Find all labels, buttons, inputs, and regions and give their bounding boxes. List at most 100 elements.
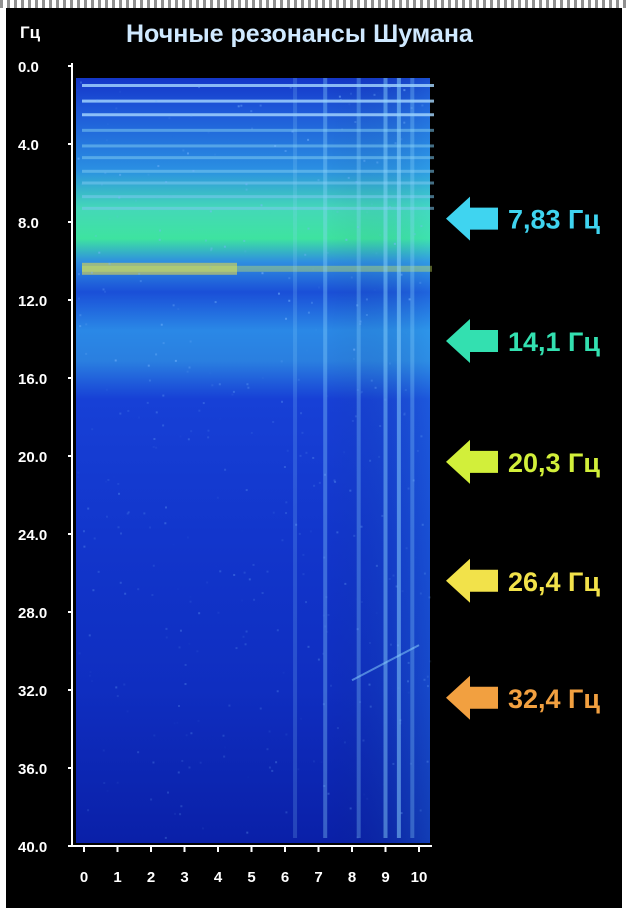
speckle-dot bbox=[317, 179, 320, 182]
speckle-dot bbox=[276, 690, 279, 693]
speckle-dot bbox=[116, 781, 119, 784]
spectrogram-chart: Гц Ночные резонансы Шумана 0.0 4.0 8.0 12.0… bbox=[18, 20, 600, 886]
speckle-dot bbox=[282, 671, 285, 674]
speckle-dot bbox=[357, 226, 360, 229]
speckle-dot bbox=[280, 360, 283, 363]
speckle-dot bbox=[404, 389, 407, 392]
speckle-dot bbox=[392, 574, 395, 577]
speckle-dot bbox=[322, 703, 325, 706]
speckle-dot bbox=[79, 325, 82, 328]
speckle-dot bbox=[419, 809, 422, 812]
speckle-dot bbox=[177, 588, 179, 590]
speckle-dot bbox=[302, 573, 305, 576]
speckle-dot bbox=[356, 388, 359, 391]
speckle-dot bbox=[210, 247, 213, 250]
speckle-dot bbox=[336, 531, 339, 534]
speckle-dot bbox=[78, 652, 81, 655]
speckle-dot bbox=[137, 751, 140, 754]
resonance-label: 20,3 Гц bbox=[508, 448, 600, 478]
speckle-dot bbox=[107, 478, 110, 481]
speckle-dot bbox=[333, 479, 336, 482]
speckle-dot bbox=[365, 313, 368, 316]
speckle-dot bbox=[206, 581, 209, 584]
speckle-dot bbox=[307, 138, 310, 141]
speckle-dot bbox=[152, 761, 155, 764]
y-tick-label: 24.0 bbox=[18, 527, 47, 544]
speckle-dot bbox=[259, 707, 262, 710]
speckle-dot bbox=[245, 489, 248, 492]
speckle-dot bbox=[89, 671, 92, 674]
y-tick-label: 28.0 bbox=[18, 605, 47, 622]
speckle-dot bbox=[393, 242, 396, 245]
speckle-dot bbox=[300, 412, 303, 415]
speckle-dot bbox=[152, 564, 155, 567]
speckle-dot bbox=[317, 268, 320, 271]
speckle-dot bbox=[87, 809, 90, 812]
speckle-dot bbox=[419, 592, 422, 595]
speckle-dot bbox=[119, 90, 122, 93]
speckle-dot bbox=[242, 635, 245, 638]
speckle-dot bbox=[164, 522, 167, 525]
speckle-dot bbox=[423, 678, 426, 681]
speckle-dot bbox=[179, 813, 182, 816]
speckle-dot bbox=[217, 611, 220, 614]
speckle-dot bbox=[352, 357, 355, 360]
chart-title: Ночные резонансы Шумана bbox=[126, 20, 474, 48]
speckle-dot bbox=[392, 762, 395, 765]
speckle-dot bbox=[326, 395, 329, 398]
speckle-dot bbox=[336, 727, 339, 730]
speckle-dot bbox=[197, 719, 200, 722]
harmonic-line bbox=[82, 169, 434, 173]
speckle-dot bbox=[359, 323, 362, 326]
resonance-label: 14,1 Гц bbox=[508, 327, 600, 357]
speckle-dot bbox=[217, 622, 219, 624]
speckle-dot bbox=[403, 121, 406, 124]
speckle-dot bbox=[159, 229, 162, 232]
speckle-dot bbox=[298, 532, 301, 535]
speckle-dot bbox=[196, 650, 199, 653]
speckle-dot bbox=[395, 585, 398, 588]
speckle-dot bbox=[360, 525, 363, 528]
speckle-dot bbox=[77, 157, 80, 160]
speckle-dot bbox=[382, 784, 384, 786]
harmonic-line bbox=[82, 181, 434, 185]
speckle-dot bbox=[379, 425, 382, 428]
speckle-dot bbox=[207, 131, 210, 134]
speckle-dot bbox=[147, 364, 150, 367]
speckle-dot bbox=[188, 643, 190, 645]
speckle-dot bbox=[177, 771, 180, 774]
speckle-dot bbox=[362, 739, 365, 742]
speckle-dot bbox=[107, 790, 109, 792]
speckle-dot bbox=[115, 686, 118, 689]
speckle-dot bbox=[102, 288, 105, 291]
harmonic-line bbox=[82, 113, 434, 117]
speckle-dot bbox=[251, 127, 254, 130]
resonance-arrow-icon bbox=[446, 196, 498, 241]
speckle-dot bbox=[421, 523, 424, 526]
speckle-dot bbox=[151, 594, 154, 597]
speckle-dot bbox=[241, 530, 243, 532]
speckle-dot bbox=[88, 634, 91, 637]
speckle-dot bbox=[228, 704, 231, 707]
harmonic-line bbox=[82, 144, 434, 148]
speckle-dot bbox=[339, 99, 342, 102]
speckle-dot bbox=[153, 734, 156, 737]
y-tick-label: 12.0 bbox=[18, 293, 47, 310]
speckle-dot bbox=[261, 377, 264, 380]
speckle-dot bbox=[300, 717, 303, 720]
speckle-dot bbox=[281, 400, 284, 403]
speckle-dot bbox=[407, 661, 410, 664]
speckle-dot bbox=[190, 430, 193, 433]
speckle-dot bbox=[105, 139, 108, 142]
speckle-dot bbox=[165, 506, 168, 509]
speckle-dot bbox=[327, 613, 330, 616]
harmonic-line bbox=[82, 156, 434, 160]
speckle-dot bbox=[103, 782, 106, 785]
speckle-dot bbox=[126, 710, 129, 713]
event-streak bbox=[383, 78, 388, 838]
speckle-dot bbox=[349, 807, 352, 810]
speckle-dot bbox=[189, 596, 191, 598]
speckle-dot bbox=[223, 245, 226, 248]
speckle-dot bbox=[410, 107, 413, 110]
speckle-dot bbox=[172, 304, 175, 307]
